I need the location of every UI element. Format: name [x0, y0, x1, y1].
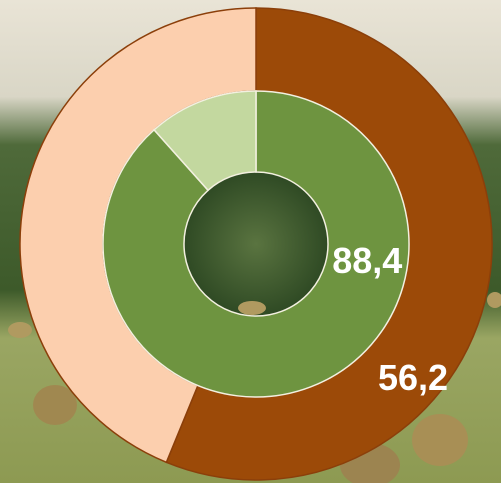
value-label: 88,4: [332, 240, 402, 281]
donut-segment: [102, 90, 410, 398]
donut-hole: [184, 172, 328, 316]
hole-bale: [238, 301, 266, 315]
donut-segment: [153, 90, 257, 192]
value-label: 56,2: [378, 357, 448, 398]
